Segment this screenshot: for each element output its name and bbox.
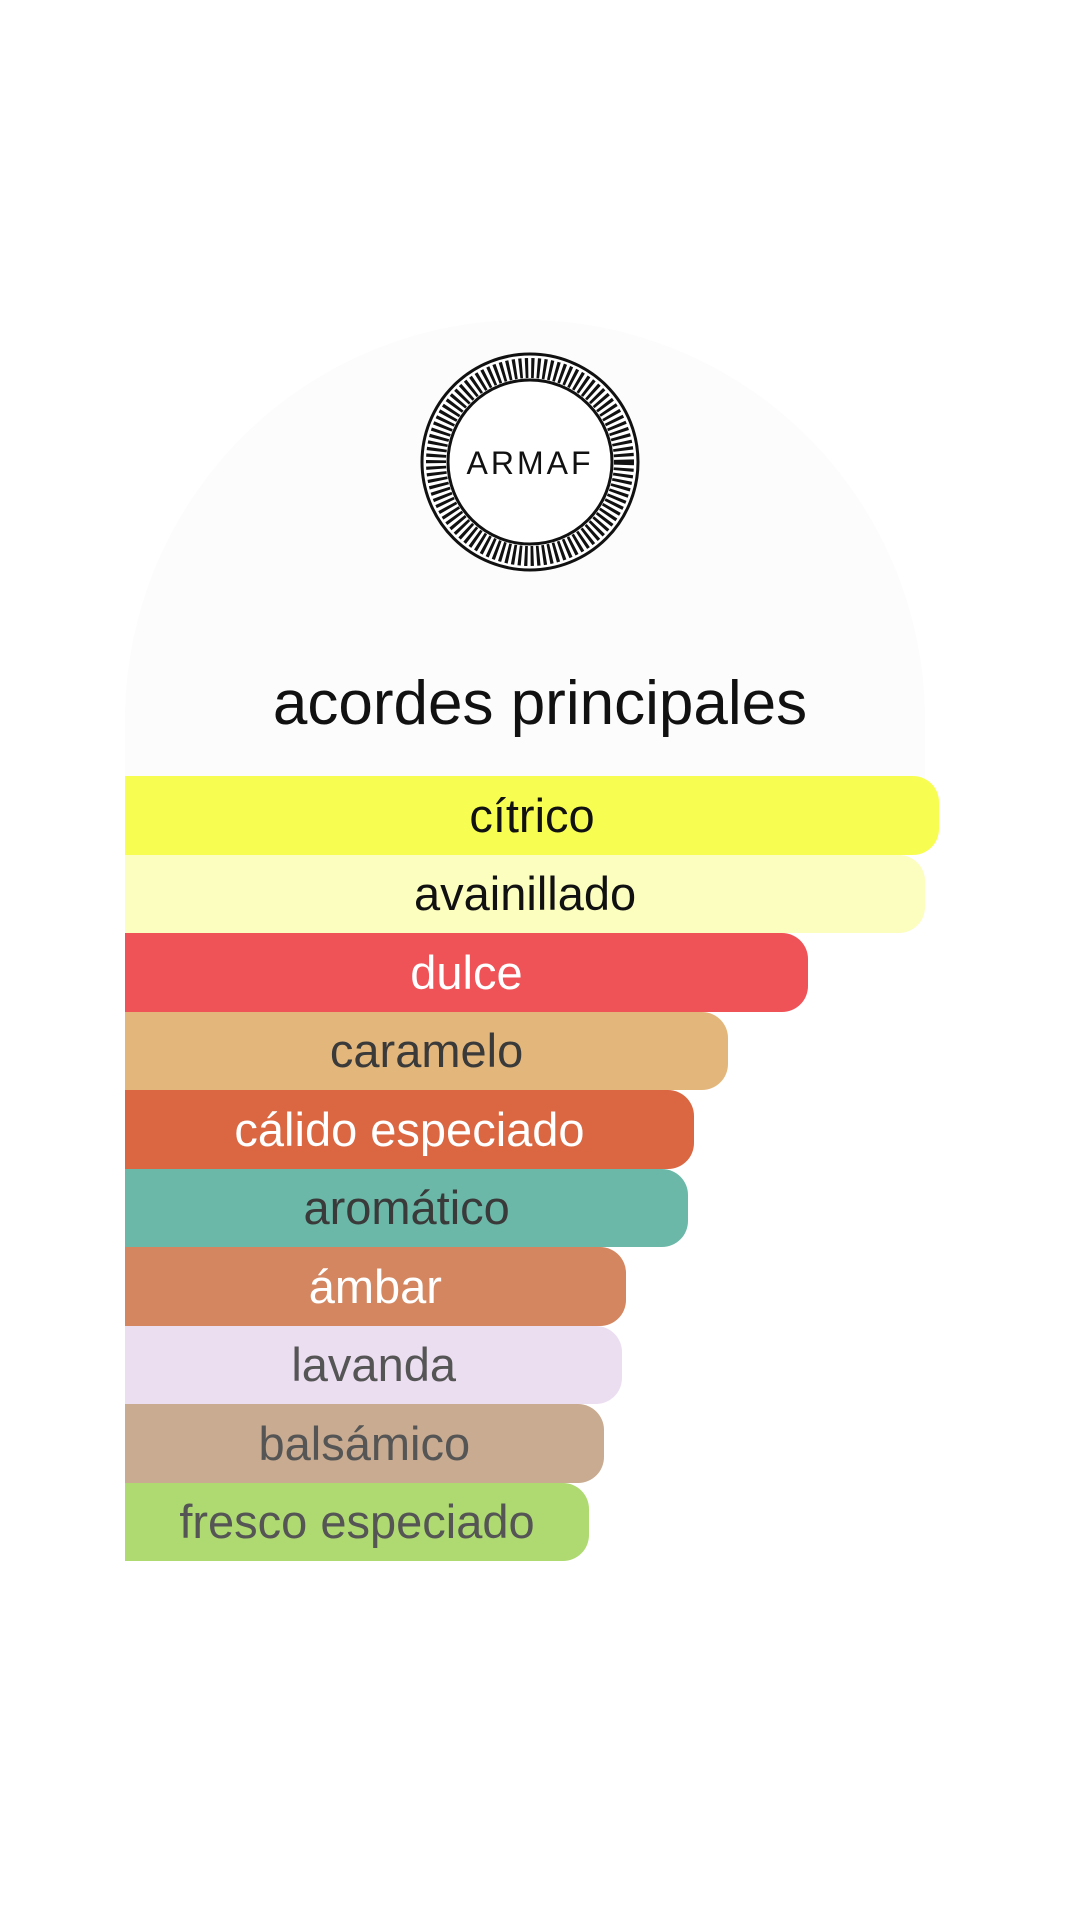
bar-label: avainillado (414, 867, 637, 921)
bar-0: cítrico (125, 776, 939, 855)
bar-4: cálido especiado (125, 1090, 694, 1169)
bar-1: avainillado (125, 854, 926, 933)
bar-3: caramelo (125, 1011, 729, 1090)
bar-label: cálido especiado (234, 1102, 585, 1156)
chart-title: acordes principales (272, 669, 808, 738)
accord-bars: cítrico avainillado dulce caramelo cálido es… (125, 776, 939, 1561)
bar-label: lavanda (291, 1338, 456, 1392)
bar-5: aromático (125, 1168, 689, 1247)
bar-label: dulce (410, 945, 523, 999)
bar-2: dulce (125, 933, 808, 1012)
bar-9: fresco especiado (125, 1482, 589, 1561)
bar-label: cítrico (469, 788, 595, 842)
bar-label: ámbar (308, 1259, 442, 1313)
bar-label: caramelo (329, 1024, 524, 1078)
bar-label: aromático (303, 1181, 510, 1235)
bar-label: fresco especiado (179, 1495, 535, 1549)
bar-8: balsámico (125, 1404, 604, 1483)
bar-7: lavanda (125, 1325, 623, 1404)
armaf-logo: ARMAF (420, 352, 640, 572)
svg-text:ARMAF: ARMAF (467, 445, 594, 481)
bar-6: ámbar (125, 1247, 626, 1326)
bar-label: balsámico (258, 1416, 471, 1470)
